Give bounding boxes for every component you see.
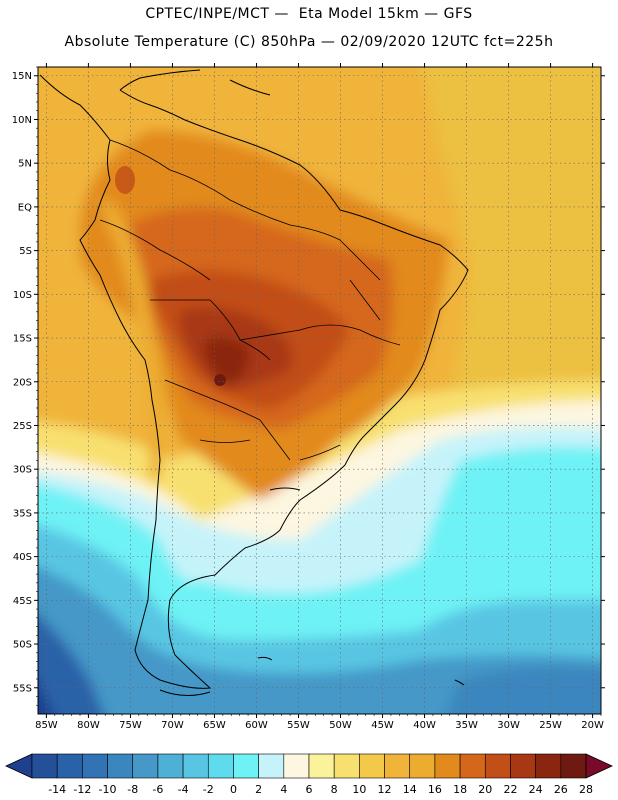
lat-label: 50S (13, 640, 32, 651)
colorbar-swatch (56, 753, 83, 779)
map-title-line2: Absolute Temperature (C) 850hPa — 02/09/… (64, 34, 554, 50)
colorbar-lower-arrow (5, 753, 33, 779)
lat-label: 10N (12, 115, 32, 126)
colorbar-swatch (258, 753, 285, 779)
colorbar-label: 22 (503, 783, 517, 796)
colorbar-label: -2 (203, 783, 214, 796)
colorbar-label: 14 (403, 783, 417, 796)
colorbar-swatch (233, 753, 259, 779)
colorbar-swatch (283, 753, 310, 779)
lat-label: 15S (13, 334, 32, 345)
colorbar-label: 8 (331, 783, 338, 796)
colorbar-label: -8 (127, 783, 138, 796)
colorbar-swatch (434, 753, 461, 779)
map-title-line1: CPTEC/INPE/MCT — Eta Model 15km — GFS (145, 6, 473, 22)
colorbar-label: 24 (529, 783, 543, 796)
lon-label: 40W (413, 720, 436, 731)
colorbar-label: 18 (453, 783, 467, 796)
lat-label: 35S (13, 508, 32, 519)
latitude-labels: 15N 10N 5N EQ 5S 10S 15S 20S 25S 30S 35S 40S 45S 50S 5… (12, 71, 32, 694)
temperature-field (38, 67, 601, 714)
colorbar-swatch (333, 753, 360, 779)
colorbar-swatch (82, 753, 108, 779)
lat-label: 20S (13, 377, 32, 388)
colorbar-label: 12 (378, 783, 392, 796)
colorbar-label: 10 (352, 783, 366, 796)
lat-label: 55S (13, 683, 32, 694)
colorbar-label: -12 (73, 783, 91, 796)
lat-label: 25S (13, 421, 32, 432)
colorbar-swatch (132, 753, 159, 779)
colorbar-swatch (384, 753, 411, 779)
lon-label: 75W (119, 720, 142, 731)
colorbar-swatch (157, 753, 184, 779)
colorbar-label: 0 (230, 783, 237, 796)
colorbar-upper-arrow (585, 753, 613, 779)
lon-label: 50W (329, 720, 352, 731)
lat-lon-grid (38, 67, 601, 714)
colorbar-swatch (107, 753, 134, 779)
colorbar-label: -10 (99, 783, 117, 796)
colorbar-swatch (359, 753, 385, 779)
colorbar-swatch (484, 753, 511, 779)
lon-label: 45W (371, 720, 394, 731)
lon-label: 60W (245, 720, 268, 731)
colorbar-label: -4 (178, 783, 189, 796)
lon-label: 70W (161, 720, 184, 731)
lat-label: 10S (13, 290, 32, 301)
coastline (39, 69, 469, 696)
colorbar-swatch (207, 753, 234, 779)
lat-label: 45S (13, 596, 32, 607)
lat-label: 30S (13, 465, 32, 476)
colorbar-labels: -14 -12 -10 -8 -6 -4 -2 0 2 4 6 8 10 12 14 16 18 20 22 24 26… (48, 783, 593, 796)
longitude-labels: 85W 80W 75W 70W 65W 60W 55W 50W 45W 40W 35W 30W 25W 2… (35, 720, 604, 731)
country-borders (99, 139, 401, 461)
colorbar (5, 753, 613, 779)
lon-label: 25W (539, 720, 562, 731)
lon-label: 85W (35, 720, 58, 731)
lat-label: 5S (19, 246, 32, 257)
colorbar-swatch (182, 753, 209, 779)
colorbar-label: 26 (554, 783, 568, 796)
colorbar-label: 2 (255, 783, 262, 796)
colorbar-label: 6 (306, 783, 313, 796)
colorbar-swatch (535, 753, 562, 779)
lon-label: 30W (497, 720, 520, 731)
colorbar-label: 28 (579, 783, 593, 796)
lat-label: 15N (12, 71, 32, 82)
colorbar-swatch (308, 753, 335, 779)
lon-label: 20W (581, 720, 604, 731)
lat-label: EQ (18, 202, 32, 213)
lat-label: 40S (13, 552, 32, 563)
lon-label: 80W (77, 720, 100, 731)
lon-label: 65W (203, 720, 226, 731)
colorbar-label: -14 (48, 783, 66, 796)
colorbar-swatch (31, 753, 58, 779)
axis-ticks (34, 63, 605, 718)
colorbar-label: -6 (152, 783, 163, 796)
colorbar-label: 20 (478, 783, 492, 796)
colorbar-swatch (510, 753, 536, 779)
colorbar-label: 4 (280, 783, 287, 796)
lat-label: 5N (18, 159, 32, 170)
colorbar-swatch (409, 753, 436, 779)
lon-label: 55W (287, 720, 310, 731)
lon-label: 35W (455, 720, 478, 731)
colorbar-swatch (560, 753, 587, 779)
colorbar-swatch (459, 753, 486, 779)
colorbar-label: 16 (428, 783, 442, 796)
